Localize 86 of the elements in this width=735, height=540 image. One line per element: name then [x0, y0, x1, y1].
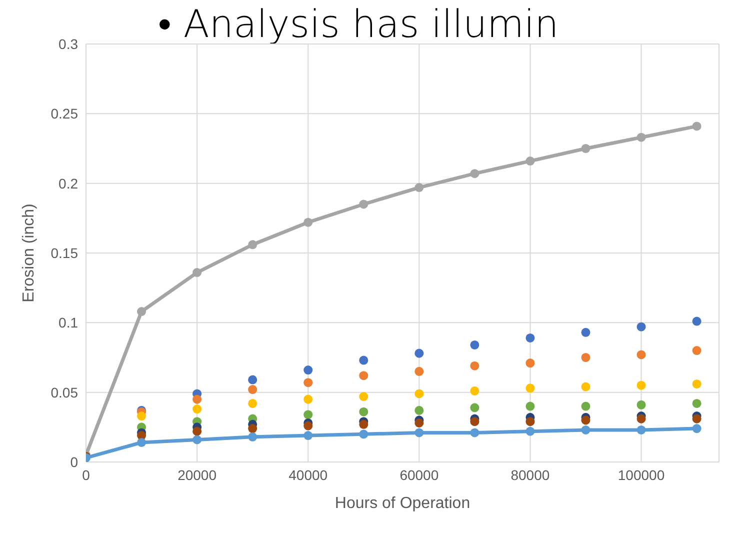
point	[414, 418, 424, 428]
y-tick-label: 0.05	[50, 384, 78, 400]
point	[304, 410, 313, 420]
point	[526, 333, 535, 342]
point	[359, 430, 368, 439]
point	[526, 417, 535, 426]
point	[192, 404, 202, 414]
point	[692, 424, 702, 434]
point	[581, 328, 590, 337]
point	[636, 425, 646, 434]
point	[692, 122, 702, 131]
point	[359, 407, 368, 416]
point	[636, 400, 646, 410]
y-tick-label: 0.2	[58, 175, 78, 192]
point	[414, 183, 424, 192]
point	[470, 417, 480, 426]
x-tick-label: 60000	[400, 466, 439, 483]
point	[304, 366, 313, 375]
point	[414, 428, 424, 438]
point	[470, 361, 480, 370]
point	[192, 435, 202, 444]
x-tick-label: 20000	[178, 466, 217, 483]
point	[248, 385, 258, 394]
point	[304, 394, 313, 404]
annotation: • Analysis has illumin	[158, 2, 559, 47]
point	[526, 426, 535, 436]
point	[248, 240, 258, 250]
point	[470, 386, 480, 396]
point	[526, 358, 535, 368]
point	[581, 402, 590, 411]
point	[526, 402, 535, 411]
x-tick-label: 0	[82, 466, 90, 483]
point	[692, 398, 702, 408]
point	[137, 438, 146, 447]
point	[581, 382, 590, 392]
point	[414, 406, 424, 415]
point	[692, 346, 702, 356]
point	[692, 379, 702, 388]
point	[248, 375, 258, 384]
x-tick-label: 40000	[288, 466, 328, 483]
y-tick-label: 0.1	[58, 314, 78, 331]
point	[248, 432, 258, 442]
point	[137, 307, 146, 316]
point	[359, 371, 368, 380]
point	[470, 169, 480, 178]
point	[248, 398, 258, 408]
point	[692, 316, 702, 326]
point	[581, 352, 590, 362]
point	[414, 389, 424, 398]
y-axis-title: Erosion (inch)	[20, 204, 38, 302]
x-tick-label: 100000	[618, 466, 665, 483]
point	[636, 350, 646, 360]
y-tick-label: 0.15	[50, 244, 78, 261]
point	[581, 425, 590, 434]
y-tick-label: 0	[70, 454, 78, 470]
point	[359, 392, 368, 402]
point	[636, 380, 646, 390]
y-tick-label: 0.25	[50, 106, 78, 122]
point	[304, 218, 313, 227]
point	[581, 416, 590, 425]
point	[304, 431, 313, 440]
point	[359, 356, 368, 365]
point	[470, 428, 480, 438]
point	[137, 412, 146, 421]
point	[526, 384, 535, 393]
point	[414, 348, 424, 358]
point	[526, 156, 535, 166]
point	[470, 340, 480, 350]
point	[248, 424, 258, 434]
y-tick-label: 0.3	[58, 36, 78, 52]
point	[192, 268, 202, 278]
point	[304, 421, 313, 430]
point	[414, 366, 424, 376]
point	[192, 394, 202, 404]
point	[581, 144, 590, 154]
point	[192, 426, 202, 436]
point	[692, 414, 702, 424]
point	[359, 200, 368, 209]
point	[636, 322, 646, 332]
point	[636, 132, 646, 142]
point	[359, 420, 368, 429]
point	[304, 378, 313, 388]
x-axis-title: Hours of Operation	[334, 495, 470, 512]
point	[636, 414, 646, 424]
x-tick-label: 80000	[510, 466, 550, 483]
point	[470, 403, 480, 412]
